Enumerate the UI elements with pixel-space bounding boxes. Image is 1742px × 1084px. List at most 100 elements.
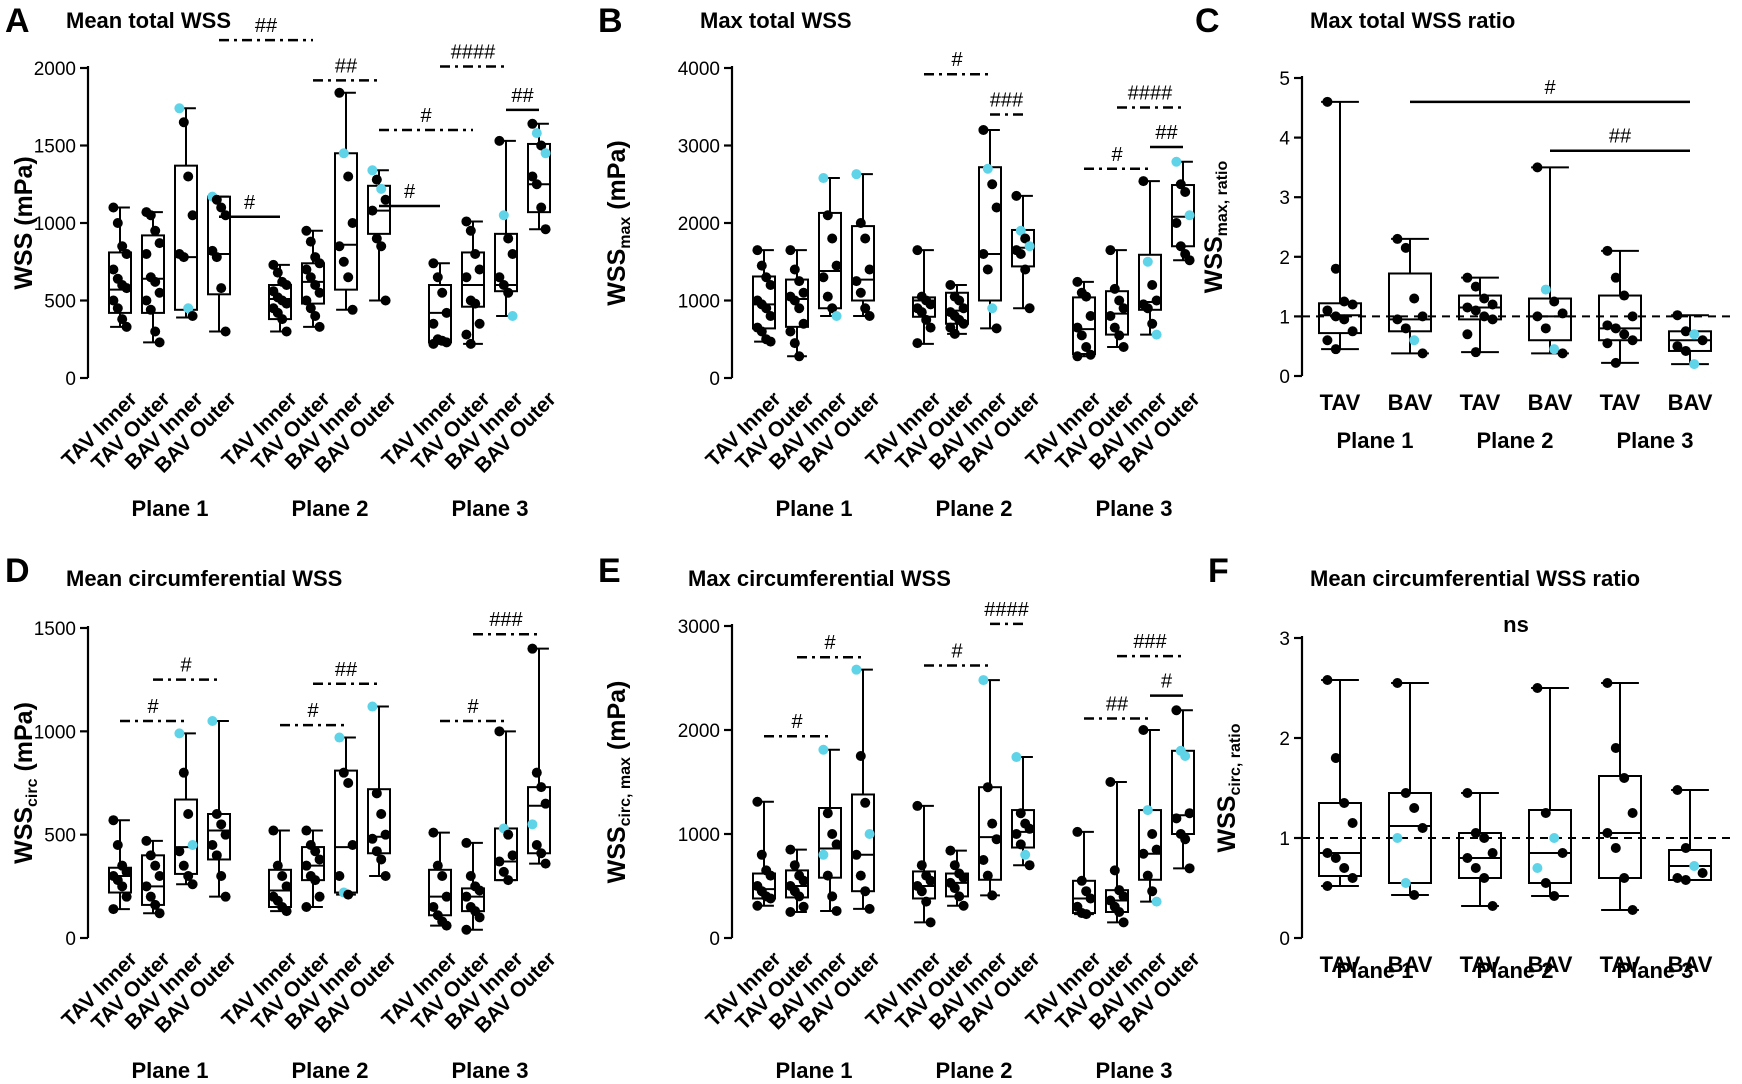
box-2 bbox=[141, 207, 165, 348]
data-point bbox=[380, 295, 391, 306]
data-point bbox=[1184, 255, 1195, 266]
data-point bbox=[949, 860, 960, 871]
box-2 bbox=[141, 835, 165, 919]
data-point bbox=[494, 726, 505, 737]
significance-label: # bbox=[951, 49, 963, 71]
data-point bbox=[216, 202, 227, 213]
box-3 bbox=[818, 744, 842, 916]
y-tick-label: 1000 bbox=[678, 825, 720, 846]
data-point bbox=[305, 236, 316, 247]
x-tick-label: BAV bbox=[1668, 952, 1713, 977]
y-tick-label: 1000 bbox=[678, 292, 720, 313]
data-point bbox=[1400, 788, 1411, 798]
data-point bbox=[1347, 873, 1358, 883]
data-point bbox=[343, 272, 354, 283]
data-point bbox=[1011, 752, 1022, 763]
data-point bbox=[1072, 826, 1083, 837]
data-point bbox=[794, 351, 805, 362]
data-point bbox=[912, 338, 923, 349]
data-point bbox=[818, 744, 829, 755]
panel-letter: F bbox=[1208, 552, 1229, 590]
box-6 bbox=[945, 280, 969, 339]
data-point bbox=[1400, 878, 1411, 888]
data-point bbox=[1409, 293, 1420, 304]
data-point bbox=[380, 871, 391, 881]
chart-title: Max total WSS bbox=[700, 8, 852, 33]
data-point bbox=[1081, 909, 1092, 920]
data-point bbox=[150, 225, 161, 236]
data-point bbox=[1392, 678, 1403, 688]
data-point bbox=[141, 835, 152, 846]
data-point bbox=[216, 283, 227, 294]
data-point bbox=[921, 896, 932, 907]
box-12 bbox=[527, 643, 551, 869]
data-point bbox=[121, 249, 132, 259]
group-label: Plane 3 bbox=[1095, 496, 1172, 521]
data-point bbox=[855, 870, 866, 881]
data-point bbox=[301, 825, 312, 836]
box-9 bbox=[428, 827, 452, 931]
group-label: Plane 2 bbox=[1476, 958, 1553, 983]
significance-label: ## bbox=[255, 15, 278, 37]
data-point bbox=[174, 846, 185, 857]
data-point bbox=[145, 850, 156, 861]
data-point bbox=[978, 249, 989, 259]
chart-title: Max circumferential WSS bbox=[688, 566, 951, 591]
panel-e: E Max circumferential WSS 0 1000 2000 3000 WSS… bbox=[598, 552, 1205, 1083]
data-point bbox=[220, 829, 231, 840]
data-point bbox=[503, 875, 514, 886]
significance-label: ## bbox=[1609, 126, 1632, 148]
y-tick-label: 3 bbox=[1279, 629, 1290, 650]
box-iqr bbox=[1528, 297, 1572, 342]
x-tick-label: TAV bbox=[1460, 952, 1501, 977]
box-11 bbox=[1138, 176, 1162, 340]
data-point bbox=[1479, 293, 1490, 304]
data-point bbox=[531, 179, 542, 190]
data-point bbox=[305, 272, 316, 283]
data-point bbox=[1072, 351, 1083, 362]
data-point bbox=[1330, 311, 1341, 322]
data-point bbox=[1330, 263, 1341, 274]
data-point bbox=[1602, 678, 1613, 688]
data-point bbox=[1400, 323, 1411, 334]
data-point bbox=[343, 171, 354, 182]
data-point bbox=[145, 891, 156, 902]
data-point bbox=[1602, 320, 1613, 331]
data-point bbox=[187, 210, 198, 221]
data-point bbox=[1118, 342, 1129, 352]
data-point bbox=[916, 886, 927, 897]
data-point bbox=[174, 103, 185, 114]
y-axis-title: WSSmax, ratio bbox=[1200, 161, 1232, 294]
box-2 bbox=[1388, 233, 1432, 359]
data-point bbox=[987, 303, 998, 314]
box-5 bbox=[1598, 245, 1642, 368]
data-point bbox=[1689, 359, 1700, 370]
chart-title: Mean circumferential WSS ratio bbox=[1310, 566, 1640, 591]
significance-label: # bbox=[420, 105, 432, 127]
data-point bbox=[761, 303, 772, 314]
data-point bbox=[1532, 863, 1543, 873]
group-label: Plane 2 bbox=[291, 496, 368, 521]
x-tick-label: BAV bbox=[1388, 952, 1433, 977]
data-point bbox=[1347, 326, 1358, 337]
data-point bbox=[945, 280, 956, 290]
y-tick-label: 0 bbox=[709, 369, 720, 390]
data-point bbox=[855, 287, 866, 298]
data-point bbox=[1549, 891, 1560, 901]
data-point bbox=[1540, 323, 1551, 334]
data-point bbox=[474, 318, 485, 329]
data-point bbox=[474, 264, 485, 275]
data-point bbox=[1557, 848, 1568, 858]
data-point bbox=[860, 886, 871, 897]
box-7 bbox=[978, 675, 1002, 901]
data-point bbox=[376, 241, 387, 252]
x-tick-label: BAV bbox=[1668, 390, 1713, 415]
data-point bbox=[150, 276, 161, 287]
significance-label: # bbox=[404, 181, 416, 203]
panel-f: F Mean circumferential WSS ratio 0 1 2 3 WSSci… bbox=[1208, 552, 1730, 983]
box-4 bbox=[207, 191, 231, 337]
box-4 bbox=[1528, 683, 1572, 901]
data-point bbox=[301, 860, 312, 871]
data-point bbox=[211, 809, 222, 819]
data-point bbox=[540, 798, 551, 809]
